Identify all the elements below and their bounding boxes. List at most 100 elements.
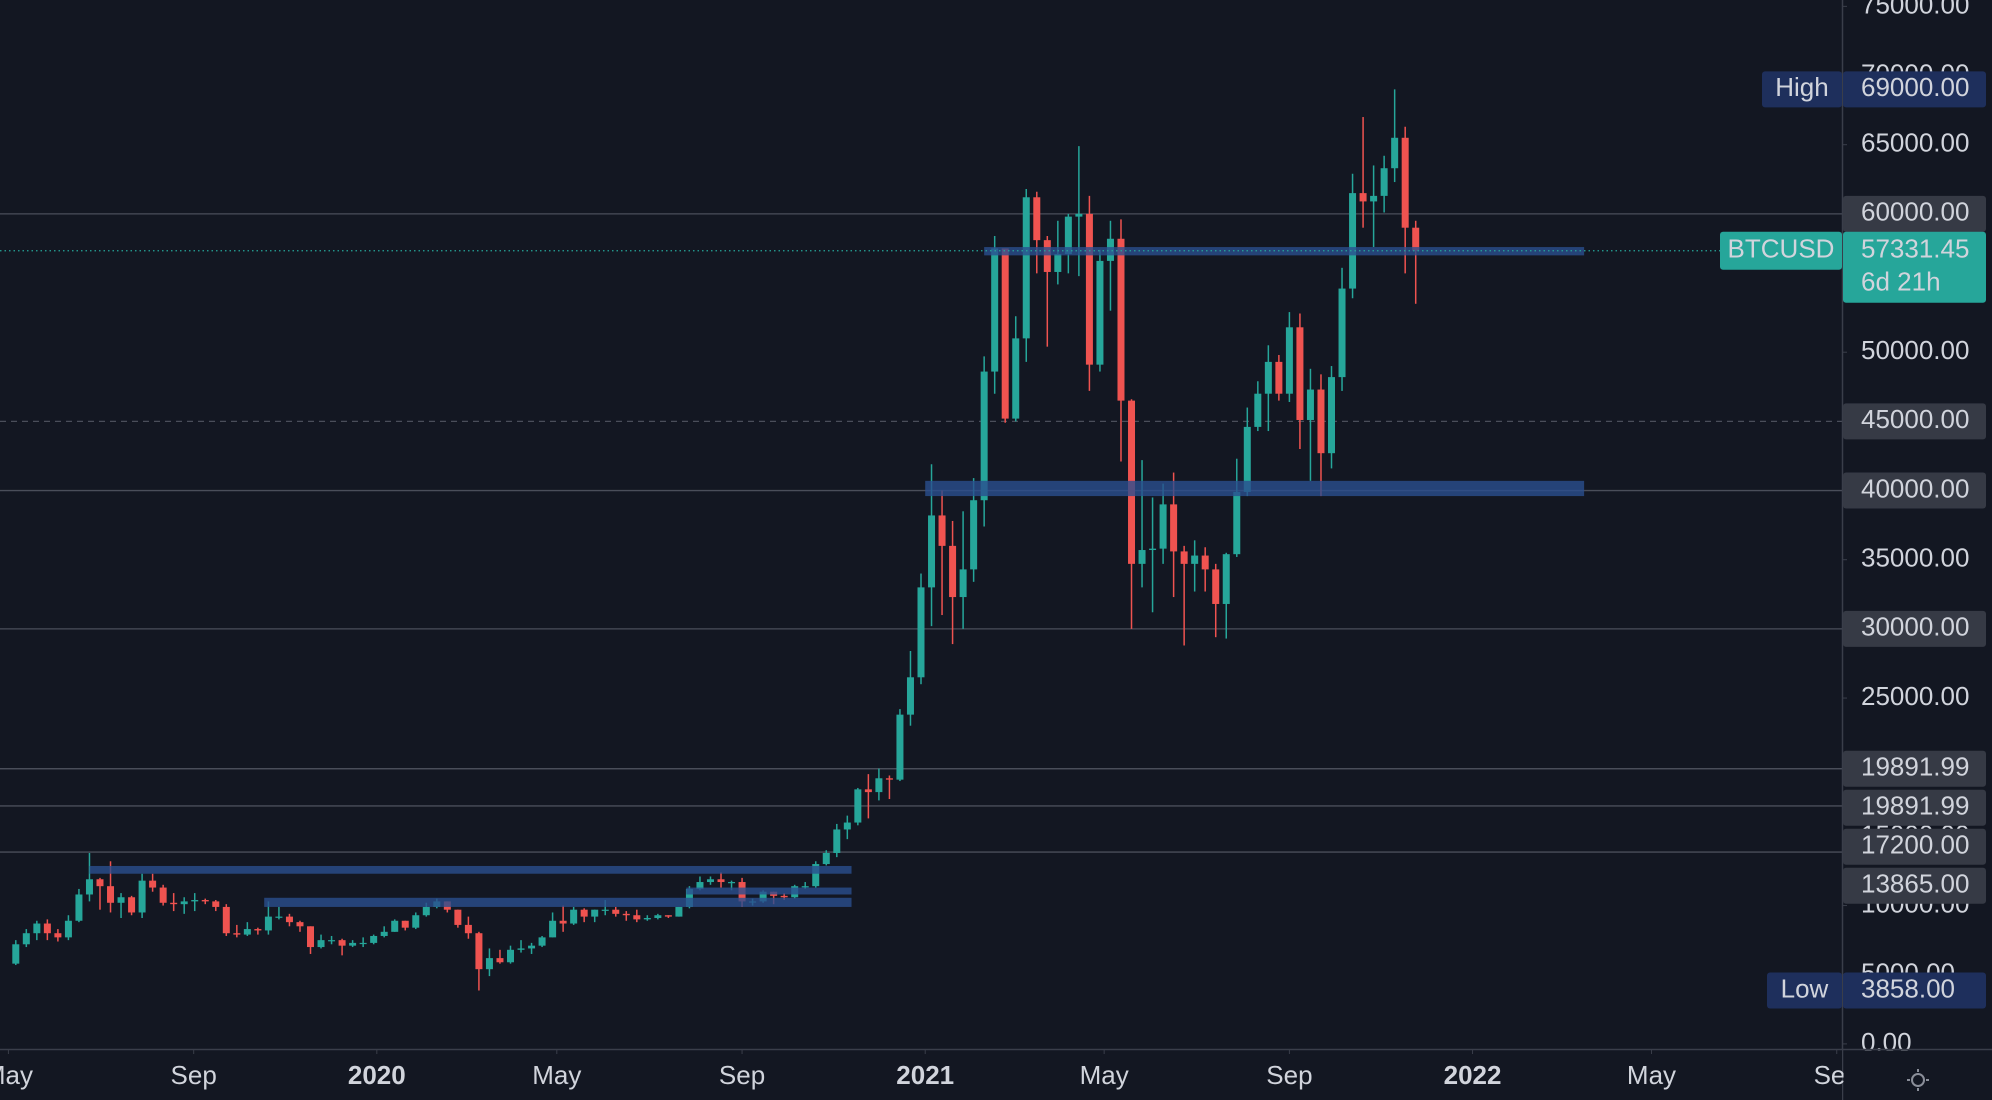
candle-body	[380, 931, 388, 936]
candle-body	[201, 900, 209, 902]
candle-body	[1075, 213, 1083, 217]
candle-body	[128, 897, 136, 913]
symbol-label: BTCUSD	[1728, 234, 1835, 264]
candle-body	[1201, 555, 1209, 570]
candle-body	[1328, 377, 1336, 454]
candle-body	[843, 822, 851, 830]
x-tick-label: Sep	[171, 1060, 217, 1090]
candle-body	[970, 500, 978, 570]
candle-body	[138, 880, 146, 913]
price-zone	[984, 247, 1585, 256]
candle-body	[1180, 551, 1188, 564]
level-label: 30000.00	[1861, 612, 1969, 642]
bar-countdown: 6d 21h	[1861, 267, 1941, 297]
price-zone	[925, 480, 1585, 497]
candle-body	[728, 882, 736, 884]
candle-body	[1054, 253, 1062, 272]
x-tick-label: May	[1080, 1060, 1129, 1090]
candle-body	[780, 895, 788, 898]
level-label-box	[1843, 789, 1986, 826]
candle-body	[254, 929, 262, 931]
candle-body	[549, 920, 557, 938]
x-tick-label: Sep	[719, 1060, 765, 1090]
x-tick-label: 2022	[1444, 1060, 1502, 1090]
candle-body	[612, 909, 620, 914]
candle-body	[1096, 260, 1104, 365]
price-zone	[264, 897, 852, 907]
candle-body	[917, 587, 925, 678]
candle-body	[1243, 426, 1251, 492]
candle-body	[854, 789, 862, 823]
level-label: 17200.00	[1861, 830, 1969, 860]
candle-body	[643, 917, 651, 920]
candle-body	[275, 916, 283, 918]
time-axis-labels: MaySep2020MaySep2021MaySep2022MaySep	[0, 1049, 1860, 1090]
candle-body	[885, 778, 893, 780]
candle-body	[1085, 213, 1093, 365]
candle-body	[1159, 504, 1167, 549]
candle-body	[664, 915, 672, 917]
level-label: 19891.99	[1861, 752, 1969, 782]
candle-body	[875, 778, 883, 793]
candle-body	[506, 949, 514, 963]
candle-body	[1317, 389, 1325, 454]
candle-body	[717, 879, 725, 883]
candle-body	[233, 933, 241, 935]
candle-body	[75, 894, 83, 921]
candle-body	[464, 924, 472, 934]
candle-body	[675, 906, 683, 917]
candle-body	[1022, 197, 1030, 339]
level-label: 60000.00	[1861, 197, 1969, 227]
candle-body	[591, 909, 599, 917]
candle-body	[1296, 327, 1304, 420]
candle-body	[454, 909, 462, 925]
low-tag: Low	[1781, 973, 1829, 1003]
candle-body	[422, 906, 430, 916]
x-tick-label: 2020	[348, 1060, 406, 1090]
candle-body	[496, 958, 504, 963]
candle-body	[570, 909, 578, 924]
candle-body	[338, 940, 346, 946]
settings-icon[interactable]	[1907, 1069, 1929, 1091]
candle-body	[391, 920, 399, 932]
plot-area	[0, 89, 1842, 991]
candle-body	[1138, 550, 1146, 564]
candle-body	[54, 933, 62, 938]
candle-body	[1412, 227, 1420, 251]
candle-body	[1264, 361, 1272, 394]
candle-body	[85, 879, 93, 895]
price-zone	[686, 887, 852, 895]
candle-body	[107, 886, 115, 903]
candle-body	[22, 933, 30, 945]
level-label: 13865.00	[1861, 869, 1969, 899]
candle-body	[1233, 491, 1241, 555]
candle-body	[1306, 389, 1314, 420]
icon-part	[1911, 1073, 1925, 1087]
x-tick-label: May	[0, 1060, 33, 1090]
x-tick-label: May	[532, 1060, 581, 1090]
candle-body	[706, 879, 714, 883]
candle-body	[633, 915, 641, 920]
level-label-box	[1843, 867, 1986, 904]
candle-body	[812, 864, 820, 887]
candle-body	[801, 886, 809, 888]
candle-body	[43, 923, 51, 934]
level-label-box	[1843, 403, 1986, 440]
candle-body	[64, 920, 72, 938]
candle-body	[349, 942, 357, 946]
y-tick-label: 35000.00	[1861, 543, 1969, 573]
candle-body	[264, 916, 272, 931]
level-label-box	[1843, 195, 1986, 232]
level-label: 45000.00	[1861, 404, 1969, 434]
level-label-box	[1843, 750, 1986, 787]
candle-body	[328, 940, 336, 942]
candle-body	[180, 901, 188, 905]
x-tick-label: 2021	[896, 1060, 954, 1090]
candle-body	[896, 714, 904, 780]
candle-body	[1012, 338, 1020, 419]
candle-body	[517, 948, 525, 950]
